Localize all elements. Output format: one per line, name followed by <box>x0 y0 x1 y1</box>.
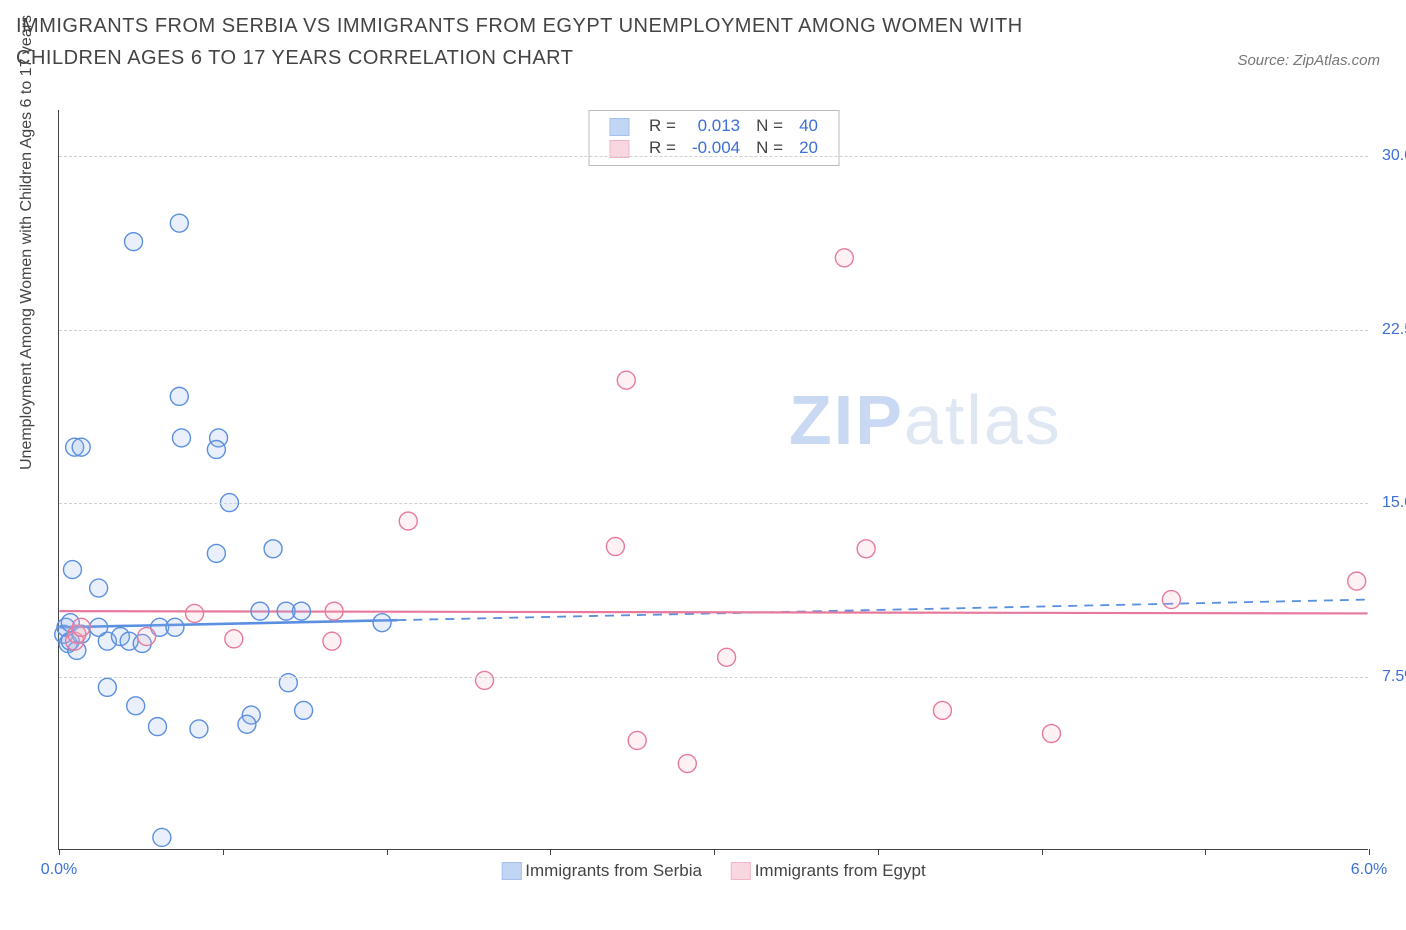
n-label-serbia: N = <box>748 115 791 137</box>
swatch-serbia <box>609 118 629 136</box>
point-egypt <box>933 701 951 719</box>
point-serbia <box>207 440 225 458</box>
trend-line-serbia-dashed <box>397 600 1367 621</box>
point-egypt <box>835 249 853 267</box>
point-egypt <box>399 512 417 530</box>
y-tick-label: 30.0% <box>1370 147 1406 165</box>
swatch-serbia-icon <box>501 862 521 880</box>
point-serbia <box>149 718 167 736</box>
point-egypt <box>617 371 635 389</box>
y-tick-label: 15.0% <box>1370 494 1406 512</box>
legend-item-serbia: Immigrants from Serbia <box>501 861 702 881</box>
source-label: Source: ZipAtlas.com <box>1237 52 1380 69</box>
point-egypt <box>325 602 343 620</box>
n-value-serbia: 40 <box>791 115 826 137</box>
x-tick <box>1369 849 1370 855</box>
point-serbia <box>207 544 225 562</box>
point-egypt <box>1042 725 1060 743</box>
point-serbia <box>251 602 269 620</box>
x-tick-label: 6.0% <box>1351 861 1387 879</box>
scatter-plot-area: ZIPatlas R = 0.013 N = 40 R = -0.004 N =… <box>58 110 1368 850</box>
point-egypt <box>323 632 341 650</box>
x-tick-label: 0.0% <box>41 861 77 879</box>
point-egypt <box>1348 572 1366 590</box>
x-tick <box>387 849 388 855</box>
point-egypt <box>225 630 243 648</box>
gridline <box>59 330 1368 331</box>
x-tick <box>59 849 60 855</box>
point-serbia <box>98 678 116 696</box>
legend-row-serbia: R = 0.013 N = 40 <box>601 115 826 137</box>
r-value-serbia: 0.013 <box>684 115 748 137</box>
legend-item-egypt: Immigrants from Egypt <box>731 861 926 881</box>
point-egypt <box>606 537 624 555</box>
correlation-legend: R = 0.013 N = 40 R = -0.004 N = 20 <box>588 110 839 166</box>
point-serbia <box>295 701 313 719</box>
legend-label-egypt: Immigrants from Egypt <box>755 861 926 881</box>
point-serbia <box>264 540 282 558</box>
gridline <box>59 156 1368 157</box>
point-egypt <box>628 731 646 749</box>
x-tick <box>714 849 715 855</box>
x-tick <box>878 849 879 855</box>
point-serbia <box>172 429 190 447</box>
point-egypt <box>186 604 204 622</box>
swatch-egypt <box>609 140 629 158</box>
x-tick <box>550 849 551 855</box>
point-egypt <box>476 671 494 689</box>
point-egypt <box>678 755 696 773</box>
series-legend: Immigrants from Serbia Immigrants from E… <box>489 861 937 885</box>
legend-label-serbia: Immigrants from Serbia <box>525 861 702 881</box>
point-serbia <box>72 438 90 456</box>
point-serbia <box>90 579 108 597</box>
point-egypt <box>72 618 90 636</box>
point-serbia <box>190 720 208 738</box>
point-serbia <box>166 618 184 636</box>
point-egypt <box>138 628 156 646</box>
y-axis-title: Unemployment Among Women with Children A… <box>18 15 36 470</box>
chart-title: IMMIGRANTS FROM SERBIA VS IMMIGRANTS FRO… <box>16 10 1116 74</box>
x-tick <box>223 849 224 855</box>
point-egypt <box>1162 591 1180 609</box>
point-serbia <box>238 715 256 733</box>
point-serbia <box>170 387 188 405</box>
y-tick-label: 22.5% <box>1370 321 1406 339</box>
swatch-egypt-icon <box>731 862 751 880</box>
point-serbia <box>127 697 145 715</box>
y-tick-label: 7.5% <box>1370 668 1406 686</box>
point-serbia <box>292 602 310 620</box>
trend-line-serbia <box>59 620 397 627</box>
point-serbia <box>63 561 81 579</box>
point-serbia <box>125 233 143 251</box>
gridline <box>59 677 1368 678</box>
gridline <box>59 503 1368 504</box>
x-tick <box>1205 849 1206 855</box>
point-egypt <box>857 540 875 558</box>
r-label-serbia: R = <box>641 115 684 137</box>
x-tick <box>1042 849 1043 855</box>
point-egypt <box>718 648 736 666</box>
scatter-svg <box>59 110 1368 849</box>
point-serbia <box>373 614 391 632</box>
point-serbia <box>153 828 171 846</box>
point-serbia <box>170 214 188 232</box>
